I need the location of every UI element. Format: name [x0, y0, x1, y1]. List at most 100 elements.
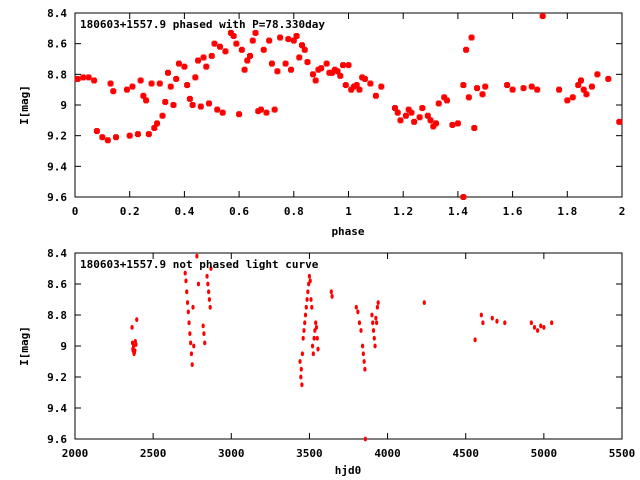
- data-point: [192, 74, 199, 81]
- x-tick-label: 5000: [531, 447, 558, 460]
- x-tick-label: 0.2: [120, 205, 140, 218]
- x-tick-label: 1.4: [448, 205, 468, 218]
- data-point: [301, 335, 305, 341]
- data-point: [314, 320, 318, 326]
- data-point: [345, 62, 352, 69]
- data-point: [209, 266, 213, 271]
- data-point: [536, 328, 540, 333]
- data-point: [298, 359, 302, 364]
- data-point: [460, 194, 467, 200]
- data-point: [309, 71, 316, 78]
- data-point: [266, 37, 273, 44]
- data-point: [99, 134, 106, 141]
- data-point: [296, 54, 303, 61]
- data-point: [241, 66, 248, 73]
- data-point: [329, 69, 336, 76]
- data-point: [534, 86, 541, 93]
- data-point: [244, 57, 251, 64]
- y-tick-label: 8.6: [47, 278, 67, 291]
- data-point: [490, 315, 494, 321]
- data-point: [304, 304, 308, 310]
- data-point: [288, 66, 295, 73]
- data-point: [372, 335, 376, 341]
- data-point: [299, 366, 303, 372]
- data-point: [293, 33, 300, 39]
- data-point: [145, 131, 152, 138]
- data-point: [337, 72, 344, 79]
- data-point: [263, 109, 270, 116]
- data-point: [107, 80, 114, 87]
- y-tick-label: 8.4: [47, 7, 67, 20]
- x-tick-label: 0.8: [284, 205, 304, 218]
- data-point: [175, 60, 182, 67]
- data-point: [189, 102, 196, 108]
- chart-title: 180603+1557.9 not phased light curve: [80, 258, 319, 271]
- data-point: [504, 82, 511, 89]
- data-point: [539, 13, 546, 20]
- data-point: [342, 82, 349, 89]
- data-point: [247, 52, 254, 59]
- data-point: [233, 40, 240, 47]
- data-point: [323, 60, 330, 67]
- x-tick-label: 2: [619, 205, 626, 218]
- data-point: [315, 335, 319, 341]
- data-point: [318, 65, 325, 72]
- data-point: [206, 281, 210, 287]
- data-point: [353, 82, 360, 89]
- data-point: [449, 121, 456, 128]
- x-tick-label: 5500: [609, 447, 636, 460]
- chart-title: 180603+1557.9 phased with P=78.330day: [80, 18, 325, 31]
- data-point: [529, 320, 533, 326]
- data-point: [110, 88, 117, 95]
- data-point: [580, 86, 587, 93]
- data-point: [378, 83, 385, 90]
- data-point: [312, 335, 316, 341]
- data-point: [463, 46, 470, 53]
- data-point: [140, 92, 147, 99]
- x-tick-label: 1.2: [393, 205, 413, 218]
- y-tick-label: 9: [60, 99, 67, 112]
- data-point: [299, 374, 303, 380]
- data-point: [509, 86, 516, 93]
- data-point: [208, 52, 215, 59]
- data-point: [134, 131, 141, 138]
- data-point: [363, 436, 367, 442]
- data-point: [495, 318, 499, 324]
- data-point: [583, 91, 590, 98]
- x-tick-label: 3000: [218, 447, 245, 460]
- y-tick-label: 8.8: [47, 68, 67, 81]
- plot-frame: [74, 12, 623, 198]
- data-point: [354, 304, 358, 310]
- data-point: [357, 320, 362, 326]
- data-point: [372, 92, 379, 99]
- axis-ticks: 0 0.2 0.4 0.6 0.8 1 1.2 1.4 1.6 1.8 2 8.4 8.6 8.8 9 9.2…: [47, 7, 625, 218]
- data-point: [310, 343, 315, 349]
- data-point: [330, 294, 334, 299]
- y-tick-label: 9.4: [47, 402, 67, 415]
- unphased-light-curve-panel: 2000 2500 3000 3500 4000 4500 5000 5500 8.4 8.6 8.…: [18, 247, 635, 477]
- y-tick-label: 9.2: [47, 371, 67, 384]
- data-point: [156, 80, 163, 87]
- data-point: [306, 289, 310, 295]
- y-tick-label: 8.6: [47, 38, 67, 51]
- data-point: [271, 106, 278, 113]
- data-point: [405, 106, 412, 113]
- data-point: [186, 95, 193, 102]
- data-point: [311, 351, 315, 357]
- data-point: [85, 74, 92, 81]
- data-point: [616, 118, 623, 125]
- axis-ticks: 2000 2500 3000 3500 4000 4500 5000 5500 8.4 8.6 8.…: [47, 247, 635, 460]
- data-point: [211, 40, 218, 47]
- data-point: [397, 117, 404, 124]
- data-point: [394, 109, 401, 116]
- data-point: [435, 100, 442, 107]
- data-point: [520, 85, 527, 92]
- data-point: [190, 362, 194, 367]
- data-point: [181, 63, 188, 70]
- y-tick-label: 8.4: [47, 247, 67, 260]
- data-point: [479, 91, 486, 98]
- y-tick-label: 9.6: [47, 433, 67, 446]
- data-point: [441, 94, 448, 101]
- data-point: [361, 75, 368, 82]
